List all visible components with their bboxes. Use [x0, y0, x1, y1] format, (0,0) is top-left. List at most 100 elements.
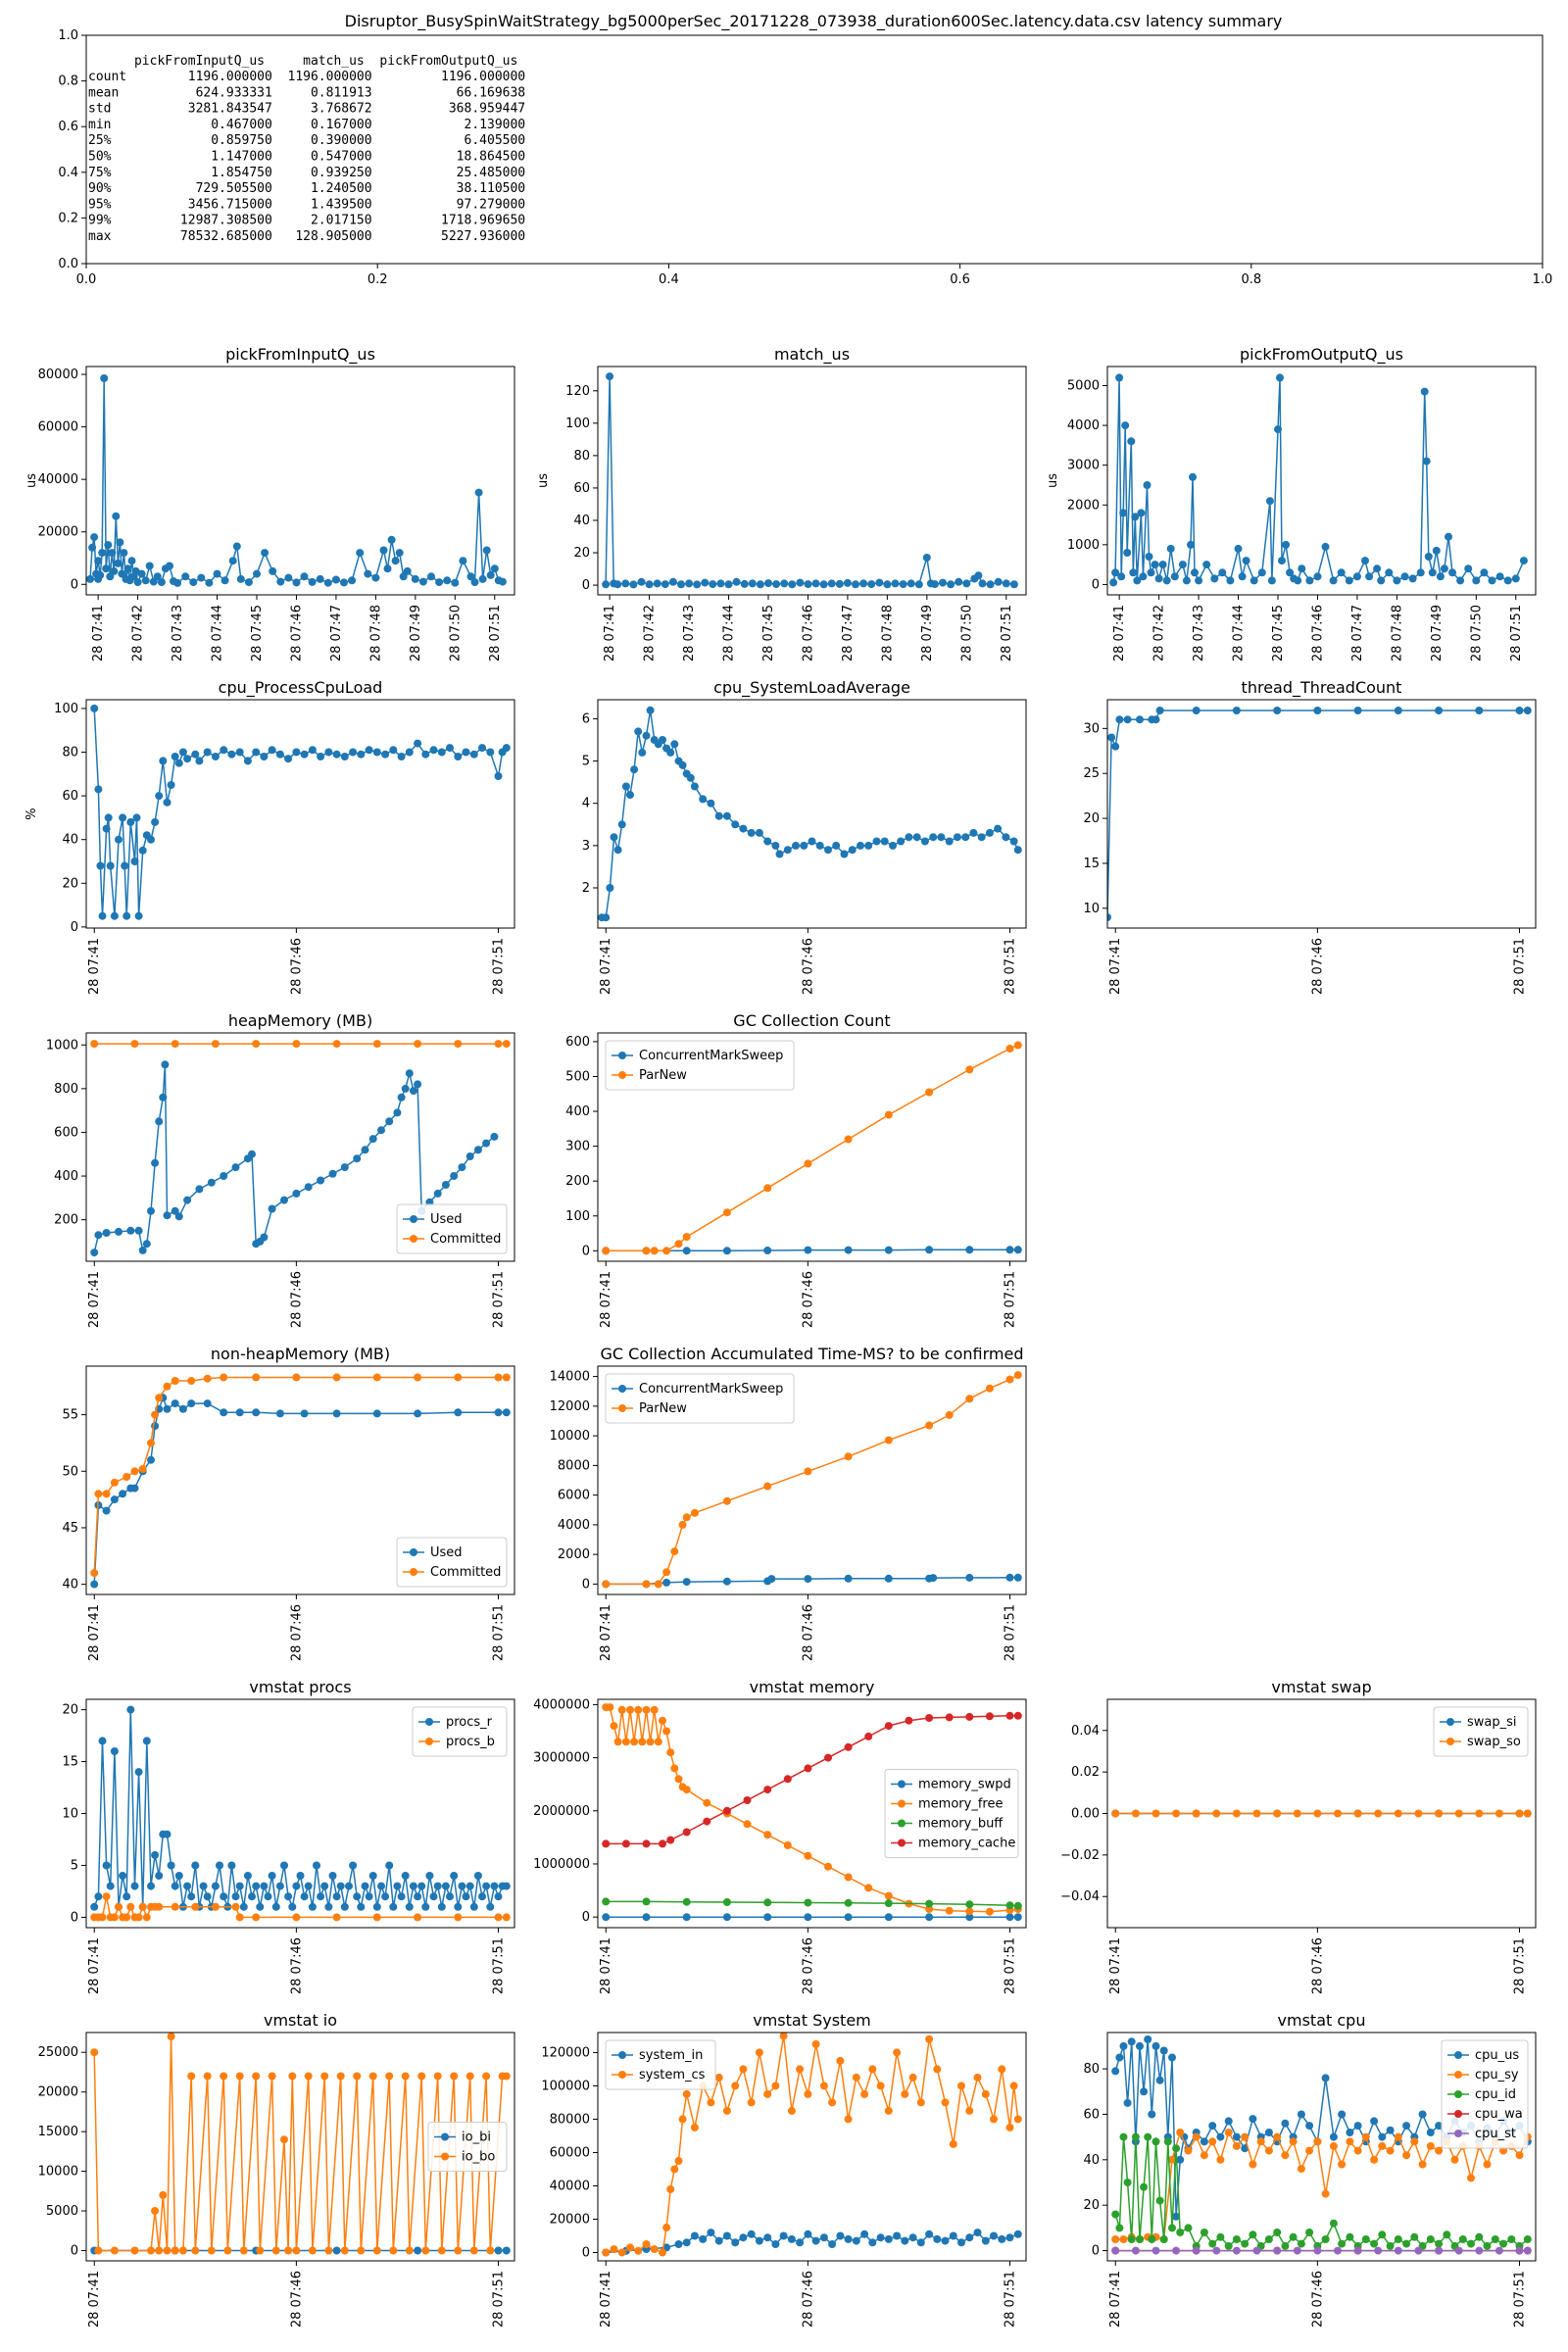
data-point — [1515, 2151, 1524, 2160]
data-point — [973, 2229, 982, 2237]
data-point — [1192, 2132, 1200, 2141]
data-point — [1009, 2082, 1018, 2090]
data-point — [642, 1913, 651, 1922]
chart-vmMem: vmstat memory 0 1000000 2000000 3000000 40000… — [533, 1678, 1027, 1994]
data-point — [1155, 2196, 1164, 2205]
data-point — [1386, 2241, 1395, 2250]
data-point — [132, 813, 141, 822]
data-point — [195, 1185, 204, 1194]
x-tick-label: 28 07:51 — [1513, 1937, 1528, 1994]
data-point — [957, 2238, 965, 2247]
data-point — [98, 1737, 107, 1745]
y-tick-label: 300 — [565, 1140, 590, 1154]
data-point — [1282, 540, 1291, 549]
data-point — [925, 2034, 934, 2043]
data-point — [110, 1913, 119, 1922]
plot-frame — [85, 1365, 515, 1595]
data-point — [1002, 579, 1010, 588]
y-tick-label: 0.02 — [1071, 1765, 1100, 1780]
data-point — [1488, 576, 1496, 585]
data-point — [985, 1907, 994, 1916]
data-point — [94, 2246, 103, 2255]
data-point — [268, 2072, 276, 2081]
chart-title: vmstat cpu — [1278, 2011, 1366, 2030]
data-point — [1136, 2235, 1144, 2243]
data-point — [163, 1382, 172, 1391]
series-line-memory_buff — [606, 1900, 1018, 1907]
series-group — [86, 374, 507, 587]
data-point — [1475, 1809, 1484, 1818]
data-point — [1176, 2155, 1185, 2164]
data-point — [1200, 2229, 1208, 2236]
data-point — [239, 2246, 248, 2255]
data-point — [1472, 576, 1481, 585]
data-point — [1353, 707, 1362, 714]
data-point — [908, 2233, 917, 2242]
y-tick-label: 10000 — [550, 1429, 590, 1444]
y-axis-label: us — [1046, 473, 1060, 488]
data-point — [602, 580, 611, 589]
data-point — [1234, 544, 1243, 553]
data-point — [372, 2246, 381, 2255]
chart-title: thread_ThreadCount — [1242, 678, 1402, 698]
data-point — [174, 1212, 183, 1221]
x-tick-label: 28 07:44 — [211, 605, 225, 662]
plot-area — [86, 700, 514, 928]
data-point — [1276, 373, 1284, 382]
data-point — [1189, 472, 1197, 481]
data-point — [469, 2246, 478, 2255]
data-point — [844, 1574, 853, 1583]
data-point — [383, 564, 392, 573]
y-tick-label: 55 — [62, 1408, 78, 1423]
y-tick-label: 2000 — [1067, 498, 1100, 513]
data-point — [772, 580, 781, 589]
data-point — [1435, 2246, 1444, 2255]
legend-label: ConcurrentMarkSweep — [639, 1049, 783, 1063]
data-point — [1154, 574, 1163, 583]
x-tick-label: 28 07:41 — [1108, 1937, 1123, 1994]
data-point — [296, 1872, 305, 1880]
data-point — [414, 1913, 422, 1922]
data-point — [231, 1892, 240, 1901]
chart-title: match_us — [774, 345, 850, 365]
data-point — [1370, 2117, 1379, 2126]
data-point — [1238, 572, 1247, 581]
data-point — [1232, 2246, 1241, 2255]
data-point — [361, 1882, 369, 1890]
data-point — [606, 1703, 614, 1712]
data-point — [336, 2072, 345, 2081]
data-point — [220, 2072, 228, 2081]
data-point — [300, 750, 309, 759]
data-point — [666, 1836, 675, 1844]
data-point — [977, 833, 986, 842]
data-point — [414, 2246, 422, 2255]
data-point — [722, 1913, 731, 1922]
data-point — [102, 824, 111, 833]
x-tick-label: 28 07:46 — [289, 938, 304, 995]
data-point — [268, 1204, 276, 1213]
data-point — [1257, 568, 1266, 577]
y-tick-label: 100 — [565, 1209, 590, 1224]
data-point — [1394, 2246, 1402, 2255]
data-point — [1353, 2146, 1362, 2155]
data-point — [167, 1861, 175, 1870]
data-point — [990, 2115, 998, 2124]
data-point — [1176, 2229, 1185, 2236]
data-point — [1346, 2137, 1354, 2146]
data-point — [1202, 561, 1211, 569]
data-point — [659, 1716, 666, 1725]
data-point — [1172, 2246, 1181, 2255]
data-point — [151, 1410, 160, 1419]
data-point — [313, 1861, 320, 1870]
data-point — [1386, 2146, 1395, 2155]
data-point — [1338, 2110, 1347, 2119]
data-point — [1119, 2235, 1128, 2243]
data-point — [1361, 2235, 1370, 2243]
data-point — [819, 2233, 828, 2242]
data-point — [973, 2073, 982, 2082]
data-point — [252, 2072, 261, 2081]
data-point — [637, 577, 646, 586]
data-point — [203, 2072, 212, 2081]
data-point — [974, 571, 983, 580]
data-point — [90, 1040, 99, 1049]
